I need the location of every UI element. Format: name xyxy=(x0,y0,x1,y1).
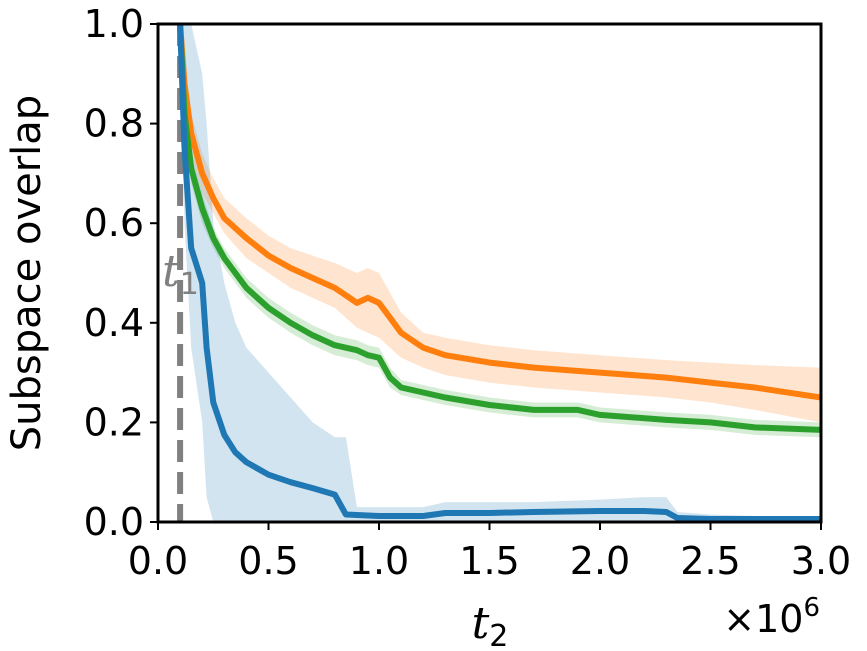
confidence-bands xyxy=(180,24,821,522)
x-tick-label: 3.0 xyxy=(791,539,851,583)
series-0-band xyxy=(180,24,821,423)
y-tick-label: 0.8 xyxy=(84,102,144,146)
x-tick-label: 2.0 xyxy=(570,539,630,583)
x-tick-label: 2.5 xyxy=(680,539,740,583)
x-axis-label: t2 xyxy=(472,598,509,651)
y-tick-label: 0.0 xyxy=(84,500,144,544)
series-2-line xyxy=(177,24,821,522)
x-axis-multiplier: ×106 xyxy=(723,593,820,641)
x-tick-label: 1.0 xyxy=(349,539,409,583)
x-tick-label: 1.5 xyxy=(459,539,519,583)
t1-label: t1 xyxy=(162,246,199,302)
x-axis-label-sub: 2 xyxy=(489,619,508,651)
series-2-band xyxy=(180,24,821,522)
series-0-line xyxy=(177,24,821,401)
series-lines xyxy=(177,24,821,522)
x-axis-ticks: 0.0 0.5 1.0 1.5 2.0 2.5 3.0 xyxy=(128,522,851,583)
x-axis-label-base: t xyxy=(472,598,490,649)
t1-label-sub: 1 xyxy=(180,267,199,302)
x-axis-multiplier-prefix: ×10 xyxy=(723,597,803,641)
y-tick-label: 0.2 xyxy=(84,400,144,444)
x-tick-label: 0.0 xyxy=(128,539,188,583)
x-tick-label: 0.5 xyxy=(238,539,298,583)
y-tick-label: 1.0 xyxy=(84,2,144,46)
y-axis-label: Subspace overlap xyxy=(4,95,50,451)
x-axis-multiplier-exp: 6 xyxy=(803,593,820,623)
y-axis-ticks: 0.0 0.2 0.4 0.6 0.8 1.0 xyxy=(84,2,158,544)
t1-label-base: t xyxy=(162,246,180,297)
series-1-line xyxy=(177,24,821,433)
y-tick-label: 0.4 xyxy=(84,301,144,345)
y-tick-label: 0.6 xyxy=(84,201,144,245)
